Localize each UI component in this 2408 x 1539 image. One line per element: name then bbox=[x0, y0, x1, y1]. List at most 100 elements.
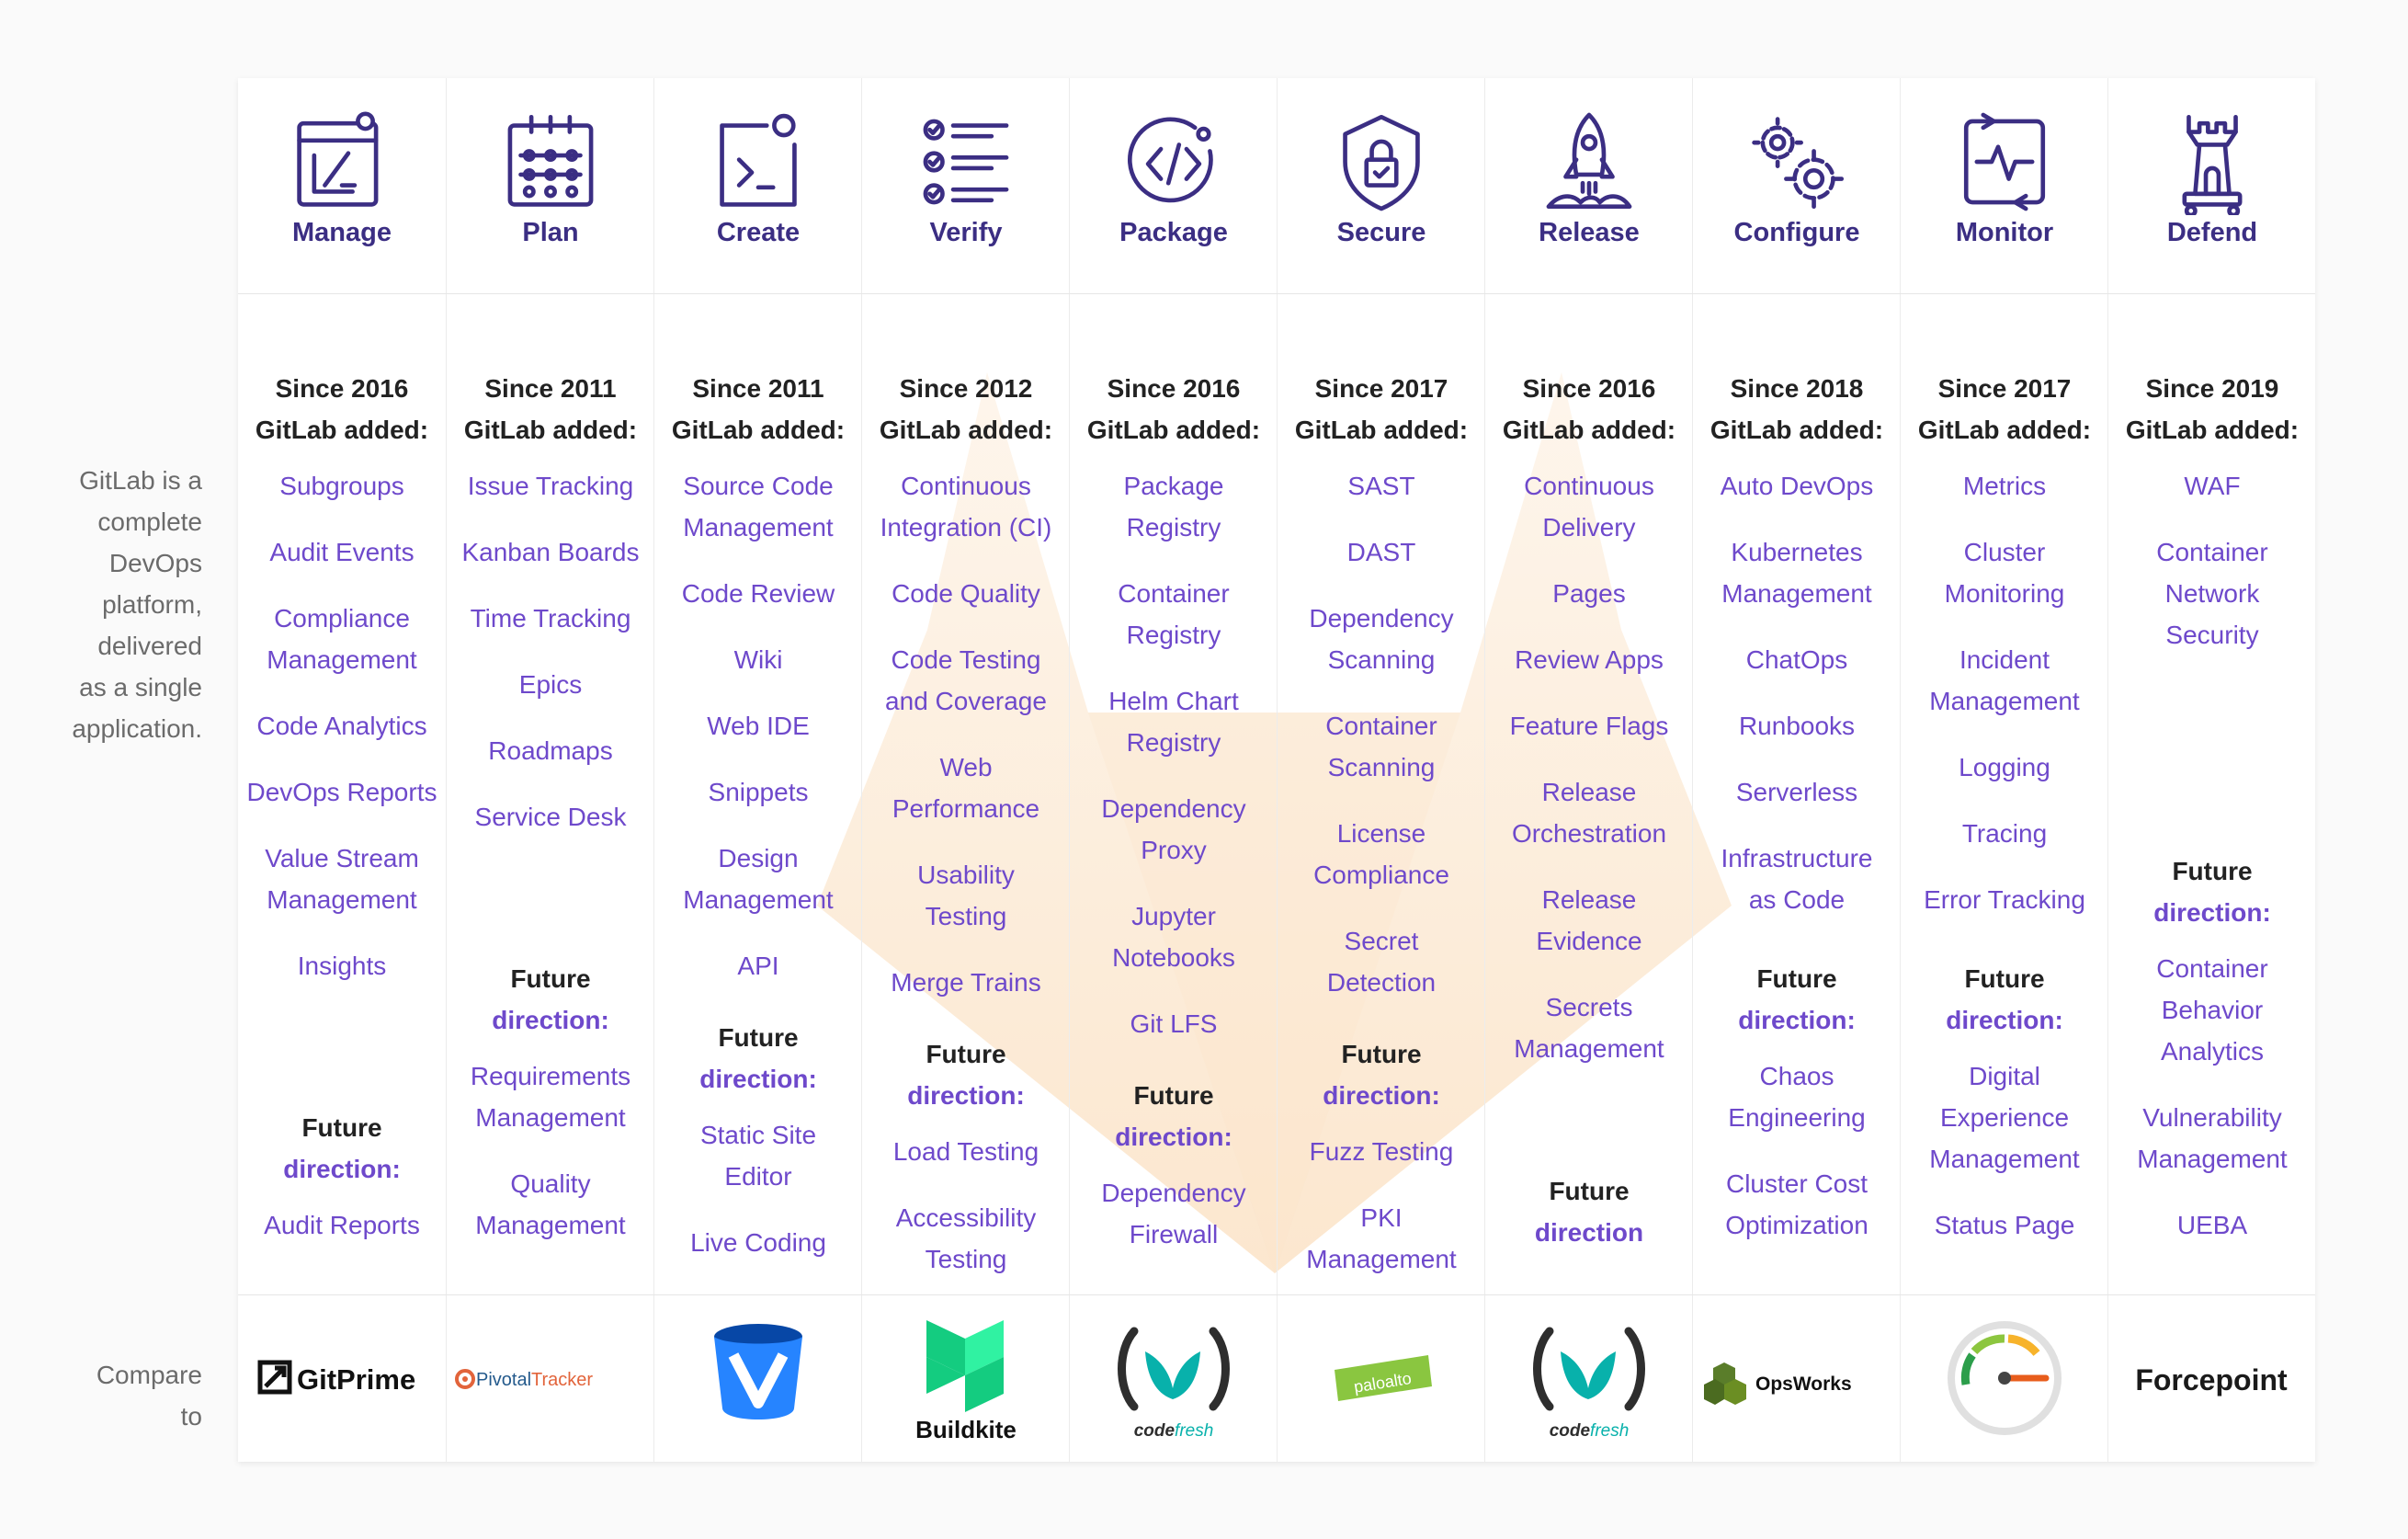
competitor-logo-speedometer[interactable] bbox=[1901, 1294, 2108, 1462]
feature-link[interactable]: DAST bbox=[1346, 538, 1416, 566]
feature-link[interactable]: Detection bbox=[1326, 968, 1437, 997]
feature-link[interactable]: Container bbox=[1118, 579, 1230, 608]
feature-link[interactable]: Network bbox=[2164, 579, 2260, 608]
feature-link[interactable]: Pages bbox=[1552, 579, 1626, 608]
feature-link[interactable]: Package bbox=[1123, 472, 1224, 500]
feature-link[interactable]: Secrets bbox=[1545, 993, 1633, 1021]
feature-link[interactable]: Service Desk bbox=[474, 803, 627, 831]
future-feature-link[interactable]: Fuzz Testing bbox=[1309, 1137, 1454, 1166]
feature-link[interactable]: Issue Tracking bbox=[467, 472, 634, 500]
feature-link[interactable]: Proxy bbox=[1141, 836, 1207, 864]
feature-link[interactable]: License bbox=[1336, 819, 1426, 848]
future-feature-link[interactable]: Requirements bbox=[470, 1062, 631, 1090]
feature-link[interactable]: Management bbox=[267, 885, 417, 914]
feature-link[interactable]: Code Review bbox=[681, 579, 835, 608]
feature-link[interactable]: Git LFS bbox=[1130, 1009, 1218, 1038]
future-feature-link[interactable]: Accessibility bbox=[895, 1203, 1037, 1232]
feature-link[interactable]: Compliance bbox=[1313, 861, 1449, 889]
feature-link[interactable]: Security bbox=[2165, 621, 2259, 649]
future-feature-link[interactable]: PKI bbox=[1360, 1203, 1403, 1232]
future-feature-link[interactable]: Audit Reports bbox=[264, 1211, 420, 1239]
feature-link[interactable]: Compliance bbox=[274, 604, 410, 633]
feature-link[interactable]: Code Quality bbox=[892, 579, 1040, 608]
feature-link[interactable]: Release bbox=[1541, 885, 1637, 914]
feature-link[interactable]: Time Tracking bbox=[470, 604, 631, 633]
feature-link[interactable]: Code Analytics bbox=[256, 712, 427, 740]
feature-link[interactable]: Container bbox=[2156, 538, 2268, 566]
feature-link[interactable]: Continuous bbox=[1524, 472, 1654, 500]
future-feature-link[interactable]: Optimization bbox=[1725, 1211, 1868, 1239]
competitor-logo-codefresh[interactable]: codefresh bbox=[1485, 1294, 1693, 1462]
competitor-logo-paloalto[interactable]: paloalto bbox=[1278, 1294, 1485, 1462]
future-feature-link[interactable]: Management bbox=[1929, 1145, 2080, 1173]
feature-link[interactable]: Auto DevOps bbox=[1720, 472, 1874, 500]
feature-link[interactable]: API bbox=[737, 952, 779, 980]
feature-link[interactable]: Release bbox=[1541, 778, 1637, 806]
feature-link[interactable]: Snippets bbox=[708, 778, 809, 806]
future-feature-link[interactable]: Cluster Cost bbox=[1725, 1169, 1868, 1198]
feature-link[interactable]: Management bbox=[1721, 579, 1872, 608]
feature-link[interactable]: Error Tracking bbox=[1924, 885, 2085, 914]
feature-link[interactable]: Code Testing bbox=[891, 645, 1041, 674]
feature-link[interactable]: Insights bbox=[297, 952, 387, 980]
competitor-logo-buildkite[interactable]: Buildkite bbox=[862, 1294, 1070, 1462]
future-feature-link[interactable]: Digital bbox=[1969, 1062, 2040, 1090]
feature-link[interactable]: Registry bbox=[1126, 728, 1221, 757]
feature-link[interactable]: Audit Events bbox=[269, 538, 415, 566]
feature-link[interactable]: Scanning bbox=[1327, 753, 1436, 781]
competitor-logo-gitprime[interactable]: GitPrime bbox=[238, 1294, 446, 1462]
feature-link[interactable]: Review Apps bbox=[1515, 645, 1664, 674]
feature-link[interactable]: Cluster bbox=[1963, 538, 2046, 566]
future-feature-link[interactable]: Analytics bbox=[2160, 1037, 2265, 1066]
feature-link[interactable]: DevOps Reports bbox=[246, 778, 437, 806]
competitor-logo-pivotaltracker[interactable]: PivotalTracker bbox=[447, 1294, 654, 1462]
future-feature-link[interactable]: Status Page bbox=[1934, 1211, 2075, 1239]
future-feature-link[interactable]: Management bbox=[1306, 1245, 1457, 1273]
feature-link[interactable]: Feature Flags bbox=[1509, 712, 1669, 740]
feature-link[interactable]: Management bbox=[683, 513, 834, 542]
future-feature-link[interactable]: Static Site bbox=[699, 1121, 817, 1149]
feature-link[interactable]: Dependency bbox=[1101, 794, 1246, 823]
feature-link[interactable]: Evidence bbox=[1536, 927, 1642, 955]
future-feature-link[interactable]: Chaos bbox=[1759, 1062, 1834, 1090]
feature-link[interactable]: ChatOps bbox=[1745, 645, 1848, 674]
feature-link[interactable]: Incident bbox=[1959, 645, 2050, 674]
feature-link[interactable]: Delivery bbox=[1542, 513, 1636, 542]
feature-link[interactable]: Container bbox=[1325, 712, 1437, 740]
feature-link[interactable]: Management bbox=[267, 645, 417, 674]
feature-link[interactable]: Epics bbox=[518, 670, 583, 699]
future-feature-link[interactable]: Testing bbox=[925, 1245, 1007, 1273]
feature-link[interactable]: Dependency bbox=[1309, 604, 1454, 633]
future-feature-link[interactable]: Container bbox=[2156, 954, 2268, 983]
future-feature-link[interactable]: Management bbox=[475, 1211, 626, 1239]
feature-link[interactable]: WAF bbox=[2184, 472, 2241, 500]
feature-link[interactable]: Metrics bbox=[1962, 472, 2047, 500]
feature-link[interactable]: Infrastructure bbox=[1721, 844, 1873, 872]
future-feature-link[interactable]: Live Coding bbox=[690, 1228, 826, 1257]
future-feature-link[interactable]: Behavior bbox=[2161, 996, 2264, 1024]
feature-link[interactable]: Management bbox=[1929, 687, 2080, 715]
feature-link[interactable]: Notebooks bbox=[1112, 943, 1235, 972]
feature-link[interactable]: Runbooks bbox=[1738, 712, 1856, 740]
feature-link[interactable]: Usability bbox=[917, 861, 1015, 889]
feature-link[interactable]: Orchestration bbox=[1511, 819, 1667, 848]
competitor-logo-codefresh[interactable]: codefresh bbox=[1070, 1294, 1278, 1462]
feature-link[interactable]: Scanning bbox=[1327, 645, 1436, 674]
feature-link[interactable]: Source Code bbox=[683, 472, 834, 500]
feature-link[interactable]: Design bbox=[718, 844, 799, 872]
competitor-logo-opsworks[interactable]: OpsWorks bbox=[1693, 1294, 1901, 1462]
future-feature-link[interactable]: Editor bbox=[724, 1162, 792, 1191]
feature-link[interactable]: SAST bbox=[1347, 472, 1415, 500]
feature-link[interactable]: Value Stream bbox=[265, 844, 419, 872]
feature-link[interactable]: Serverless bbox=[1735, 778, 1858, 806]
feature-link[interactable]: Testing bbox=[925, 902, 1007, 930]
feature-link[interactable]: Registry bbox=[1126, 513, 1221, 542]
feature-link[interactable]: Performance bbox=[892, 794, 1040, 823]
feature-link[interactable]: Management bbox=[683, 885, 834, 914]
competitor-logo-forcepoint[interactable]: Forcepoint bbox=[2108, 1294, 2316, 1462]
future-feature-link[interactable]: Engineering bbox=[1728, 1103, 1866, 1132]
future-feature-link[interactable]: Management bbox=[475, 1103, 626, 1132]
feature-link[interactable]: Tracing bbox=[1961, 819, 2048, 848]
feature-link[interactable]: and Coverage bbox=[885, 687, 1047, 715]
feature-link[interactable]: Roadmaps bbox=[488, 736, 613, 765]
